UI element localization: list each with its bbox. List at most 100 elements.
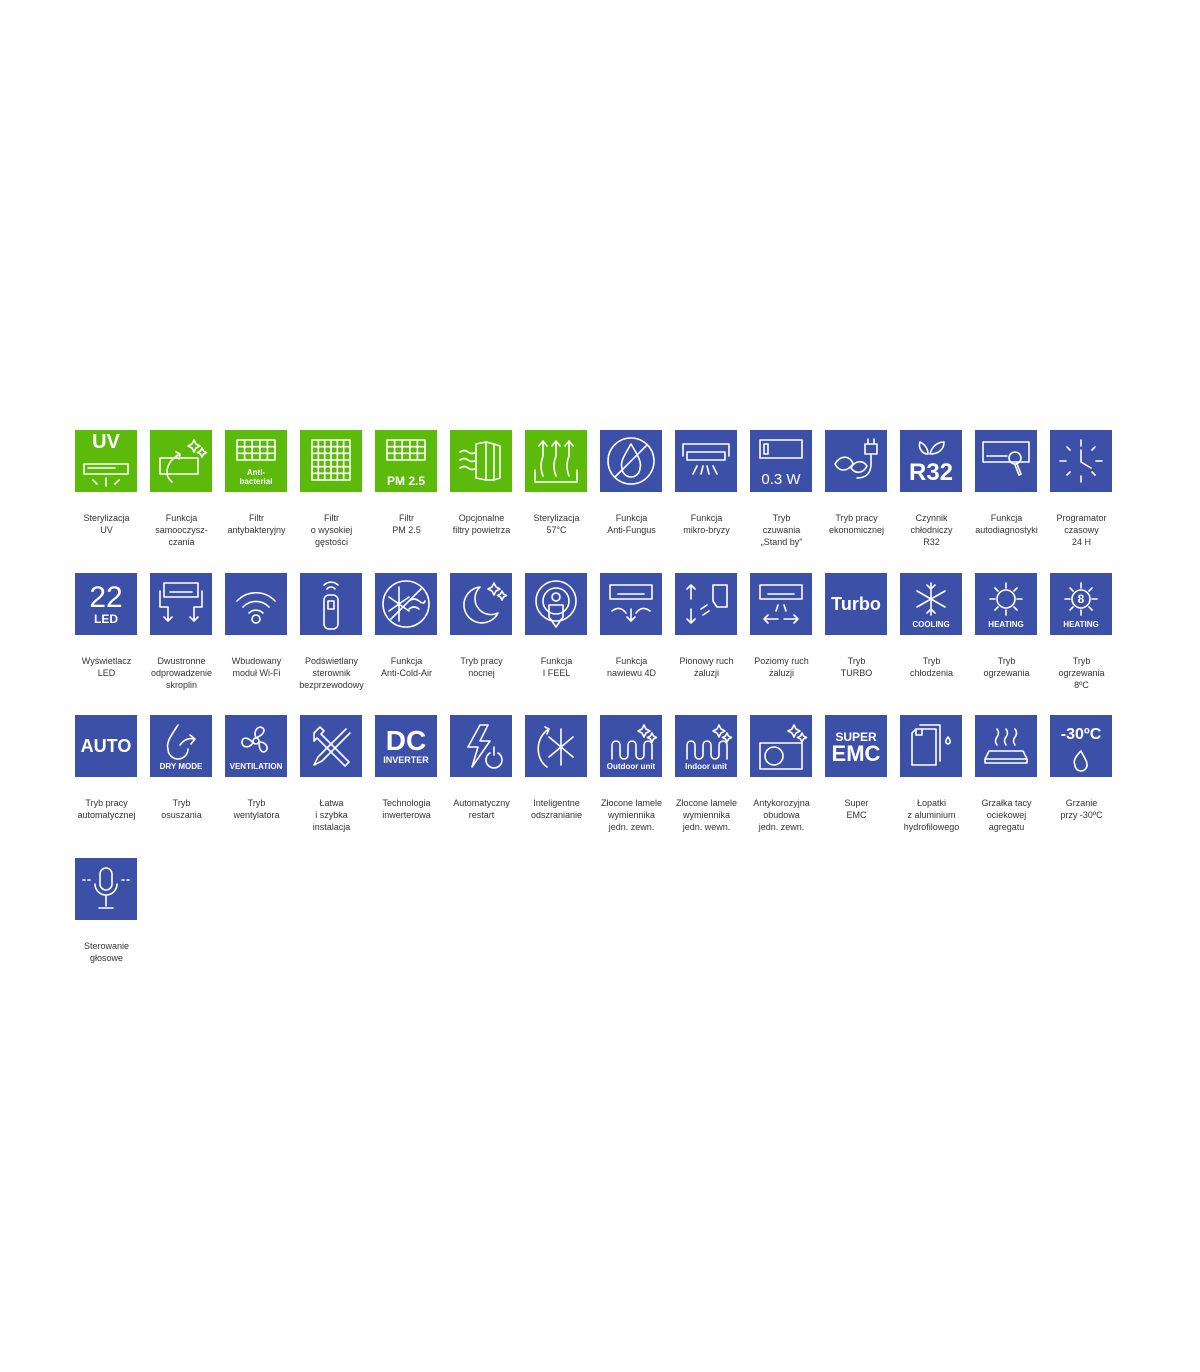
feature-label-line: Pionowy ruch bbox=[679, 655, 734, 666]
feature-label: Tryb ogrzewania bbox=[969, 655, 1044, 679]
feature-item: Funkcja mikro-bryzy bbox=[675, 430, 750, 536]
feature-item: Antykorozyjna obudowa jedn. zewn. bbox=[750, 715, 825, 833]
feature-label-line: wymiennika bbox=[607, 810, 656, 821]
feature-label-line: Sterowanie bbox=[83, 941, 130, 952]
feature-label: Sterylizacja 57°C bbox=[519, 512, 594, 536]
feature-label: Złocone lamele wymiennika jedn. wewn. bbox=[669, 797, 744, 833]
feature-label-line: Filtr bbox=[399, 513, 414, 523]
feature-label-line: Złocone lamele bbox=[675, 798, 738, 809]
feature-label-line: Łatwa bbox=[319, 798, 344, 809]
feature-label-line: sterownik bbox=[312, 667, 351, 678]
feature-label-line: Funkcja bbox=[540, 655, 573, 666]
feature-label-line: inwerterowa bbox=[382, 810, 431, 821]
feature-label-line: jedn. zewn. bbox=[608, 822, 655, 833]
steam-sterilization-icon bbox=[525, 430, 587, 492]
feature-label-line: I FEEL bbox=[542, 667, 571, 678]
icon-caption-text: LED bbox=[94, 612, 118, 627]
icon-caption-text: HEATING bbox=[1063, 619, 1099, 629]
feature-label: Poziomy ruch żaluzji bbox=[744, 655, 819, 679]
feature-label: Czynnik chłodniczy R32 bbox=[894, 512, 969, 548]
feature-label: Antykorozyjna obudowa jedn. zewn. bbox=[744, 797, 819, 833]
sun-icon: HEATING bbox=[975, 572, 1037, 635]
feature-item: Tryb pracy nocnej bbox=[450, 572, 525, 679]
feature-item: Łatwa i szybka instalacja bbox=[300, 715, 375, 833]
feature-label-line: Tryb bbox=[1072, 655, 1091, 666]
turbo-icon: Turbo bbox=[825, 572, 887, 635]
feature-label-line: Sterylizacja bbox=[533, 513, 580, 523]
feature-label: Podświetlany sterownik bezprzewodowy bbox=[294, 655, 369, 691]
icon-main-text: R32 bbox=[908, 459, 954, 486]
feature-label-line: instalacja bbox=[312, 822, 351, 833]
feature-item: Inteligentne odszranianie bbox=[525, 715, 600, 821]
feature-label-line: czasowy bbox=[1064, 525, 1099, 535]
two-way-drain-icon bbox=[150, 572, 212, 635]
feature-label: Inteligentne odszranianie bbox=[519, 797, 594, 821]
feature-item: Poziomy ruch żaluzji bbox=[750, 572, 825, 679]
feature-label-line: Funkcja bbox=[990, 513, 1023, 523]
feature-label-line: Tryb bbox=[172, 798, 191, 809]
feature-label-line: Grzanie bbox=[1065, 798, 1098, 809]
feature-label: Łatwa i szybka instalacja bbox=[294, 797, 369, 833]
feature-label: Tryb pracy nocnej bbox=[444, 655, 519, 679]
feature-label-line: autodiagnostyki bbox=[975, 525, 1038, 535]
defrost-icon bbox=[525, 715, 587, 778]
feature-label-line: Funkcja bbox=[615, 655, 648, 666]
feature-label-line: restart bbox=[468, 810, 495, 821]
air-filters-icon bbox=[450, 430, 512, 492]
feature-label-line: Antykorozyjna bbox=[753, 798, 810, 809]
feature-label-line: Podświetlany bbox=[304, 655, 359, 666]
feature-label: Łopatki z aluminium hydrofilowego bbox=[894, 797, 969, 833]
feature-item: Podświetlany sterownik bezprzewodowy bbox=[299, 572, 375, 691]
feature-label-line: nocnej bbox=[468, 667, 495, 678]
micro-breeze-icon bbox=[675, 430, 737, 492]
feature-label-line: przy -30ºC bbox=[1060, 810, 1103, 821]
feature-label-line: 8ºC bbox=[1074, 679, 1089, 690]
self-clean-icon bbox=[150, 430, 212, 492]
dense-filter-icon bbox=[300, 430, 362, 492]
feature-label-line: nawiewu 4D bbox=[606, 667, 657, 678]
feature-label-line: ogrzewania bbox=[983, 667, 1030, 678]
feature-label-line: czuwania bbox=[762, 525, 801, 535]
feature-item: 0.3 W Tryb czuwania „Stand by” bbox=[750, 430, 825, 548]
feature-label: Funkcja mikro-bryzy bbox=[669, 512, 744, 536]
feature-label: Filtr PM 2.5 bbox=[369, 512, 444, 536]
golden-fin-icon: Indoor unit bbox=[675, 715, 737, 778]
feature-label-line: o wysokiej bbox=[310, 525, 353, 535]
feature-label-line: z aluminium bbox=[907, 810, 956, 821]
feature-label-line: Technologia bbox=[382, 798, 431, 809]
feature-item: Pionowy ruch żaluzji bbox=[675, 572, 750, 679]
feature-label: Tryb czuwania „Stand by” bbox=[744, 512, 819, 548]
feature-item: -30ºC Grzanie przy -30ºC bbox=[1050, 715, 1125, 821]
feature-label-line: Czynnik bbox=[915, 513, 948, 523]
feature-item: Wbudowany moduł Wi-Fi bbox=[225, 572, 300, 679]
feature-label: Funkcja Anti-Cold-Air bbox=[369, 655, 444, 679]
feature-label-line: ogrzewania bbox=[1058, 667, 1105, 678]
feature-label-line: Filtr bbox=[249, 513, 264, 523]
feature-item: Automatyczny restart bbox=[450, 715, 525, 821]
feature-label-line: Opcjonalne bbox=[458, 513, 505, 523]
feature-label: Sterylizacja UV bbox=[69, 512, 144, 536]
icon-caption-text: DRY MODE bbox=[159, 762, 203, 772]
feature-label-line: samooczysz- bbox=[155, 525, 208, 535]
auto-restart-icon bbox=[450, 715, 512, 778]
airflow-4d-icon bbox=[600, 572, 662, 635]
feature-item: DC INVERTER Technologia inwerterowa bbox=[375, 715, 450, 821]
feature-label-line: ekonomicznej bbox=[828, 525, 885, 535]
icon-main-text: DC bbox=[385, 724, 427, 756]
feature-label-line: Dwustronne bbox=[157, 655, 206, 666]
icon-caption-text: Indoor unit bbox=[685, 762, 727, 772]
feature-label-line: chłodzenia bbox=[909, 667, 954, 678]
feature-item: DRY MODE Tryb osuszania bbox=[150, 715, 225, 821]
feature-label-line: żaluzji bbox=[693, 667, 719, 678]
eco-plug-icon bbox=[825, 430, 887, 492]
feature-item: Outdoor unit Złocone lamele wymiennika jedn… bbox=[600, 715, 675, 833]
feature-label: Tryb pracy automatycznej bbox=[69, 797, 144, 821]
feature-item: Filtr o wysokiej gęstości bbox=[300, 430, 375, 548]
feature-label-line: skroplin bbox=[165, 679, 197, 690]
icon-caption-text: Anti- bacterial bbox=[239, 468, 273, 486]
feature-label: Funkcja nawiewu 4D bbox=[594, 655, 669, 679]
feature-label: Funkcja samooczysz-czania bbox=[144, 512, 219, 548]
feature-label-line: Tryb pracy bbox=[835, 513, 878, 523]
feature-item: Funkcja samooczysz-czania bbox=[150, 430, 225, 548]
icon-main-text: -30ºC bbox=[1060, 726, 1102, 744]
